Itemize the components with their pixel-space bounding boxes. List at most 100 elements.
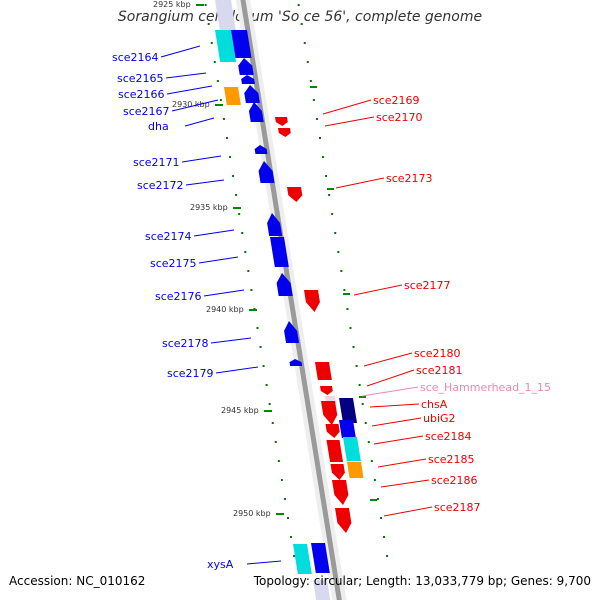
scale-dot <box>268 403 271 405</box>
kbp-tick-mark <box>215 104 223 106</box>
kbp-tick-mark <box>264 410 272 412</box>
kbp-tick-mark <box>249 309 257 311</box>
label-leader-line <box>246 560 282 565</box>
scale-dot <box>280 479 283 481</box>
scale-dot <box>325 175 328 177</box>
gene-label-sce2185: sce2185 <box>428 453 475 466</box>
scale-dot <box>286 517 289 519</box>
scale-dash <box>359 396 366 398</box>
label-leader-line <box>193 229 235 237</box>
gene-feature <box>325 424 340 438</box>
label-leader-line <box>210 337 252 344</box>
scale-dash <box>370 499 377 501</box>
gene-feature <box>326 440 344 462</box>
scale-dot <box>300 23 303 25</box>
scale-dot <box>247 270 250 272</box>
label-leader-line <box>361 386 419 397</box>
scale-dot <box>334 232 337 234</box>
kbp-tick-label: 2930 kbp <box>172 100 210 109</box>
scale-dot <box>277 460 280 462</box>
kbp-tick-label: 2935 kbp <box>190 203 228 212</box>
scale-dot <box>346 308 349 310</box>
gene-label-sce2184: sce2184 <box>425 430 472 443</box>
label-leader-line <box>160 45 201 58</box>
gene-label-sce2165: sce2165 <box>117 72 164 85</box>
gene-feature <box>321 401 338 425</box>
scale-dot <box>265 384 268 386</box>
scale-dot <box>322 156 325 158</box>
scale-dot <box>349 327 352 329</box>
label-leader-line <box>198 256 239 264</box>
scale-dot <box>274 441 277 443</box>
label-leader-line <box>322 99 372 115</box>
gene-label-sce2169: sce2169 <box>373 94 420 107</box>
scale-dot <box>337 251 340 253</box>
scale-dot <box>383 536 386 538</box>
scale-dot <box>331 213 334 215</box>
gene-feature <box>238 58 254 75</box>
scale-dot <box>271 422 274 424</box>
label-leader-line <box>371 417 422 427</box>
gene-label-sce2176: sce2176 <box>155 290 202 303</box>
gene-label-sce2175: sce2175 <box>150 257 197 270</box>
label-leader-line <box>166 85 213 95</box>
gene-feature <box>311 543 330 573</box>
scale-dot <box>358 384 361 386</box>
topology-label: Topology: circular; Length: 13,033,779 b… <box>253 574 591 588</box>
gene-feature <box>278 128 291 137</box>
scale-dot <box>343 289 346 291</box>
gene-label-chsa: chsA <box>421 398 448 411</box>
scale-dot <box>376 498 379 500</box>
gene-label-sce2171: sce2171 <box>133 156 180 169</box>
gene-feature <box>335 508 352 533</box>
label-leader-line <box>380 479 430 488</box>
gene-feature <box>275 117 288 126</box>
gene-label-sce2187: sce2187 <box>434 501 481 514</box>
gene-feature <box>332 480 349 505</box>
gene-feature <box>270 237 289 267</box>
gene-feature <box>339 420 356 438</box>
kbp-tick-mark <box>233 207 241 209</box>
scale-dot <box>312 99 315 101</box>
map-title: Sorangium cellulosum 'So ce 56', complet… <box>117 9 483 25</box>
gene-feature <box>293 544 312 574</box>
scale-dot <box>379 517 382 519</box>
scale-dot <box>373 479 376 481</box>
label-leader-line <box>185 179 225 186</box>
scale-dot <box>225 137 228 139</box>
scale-dot <box>235 194 238 196</box>
scale-dot <box>309 80 312 82</box>
scale-dot <box>303 42 306 44</box>
scale-dot <box>370 460 373 462</box>
kbp-tick-mark <box>196 4 204 6</box>
scale-dot <box>306 61 309 63</box>
gene-label-xysa: xysA <box>207 558 234 571</box>
label-leader-line <box>181 155 222 163</box>
label-leader-line <box>324 116 375 127</box>
gene-feature <box>215 0 236 31</box>
scale-dot <box>340 270 343 272</box>
scale-dot <box>244 251 247 253</box>
scale-dot <box>210 42 213 44</box>
scale-dot <box>222 118 225 120</box>
scale-dot <box>318 137 321 139</box>
kbp-tick-label: 2940 kbp <box>206 305 244 314</box>
gene-label-sce2166: sce2166 <box>118 88 165 101</box>
scale-dot <box>364 422 367 424</box>
gene-feature <box>343 437 361 461</box>
scale-dot <box>386 555 389 557</box>
gene-label-sce2170: sce2170 <box>376 111 423 124</box>
label-leader-line <box>377 458 427 468</box>
kbp-tick-label: 2925 kbp <box>153 0 191 9</box>
scale-dot <box>315 118 318 120</box>
scale-dot <box>352 346 355 348</box>
gene-feature <box>276 273 293 296</box>
scale-dot <box>238 213 241 215</box>
scale-dot <box>213 61 216 63</box>
kbp-tick-label: 2945 kbp <box>221 406 259 415</box>
label-leader-line <box>165 72 207 79</box>
label-leader-line <box>383 506 433 517</box>
scale-dot <box>216 80 219 82</box>
